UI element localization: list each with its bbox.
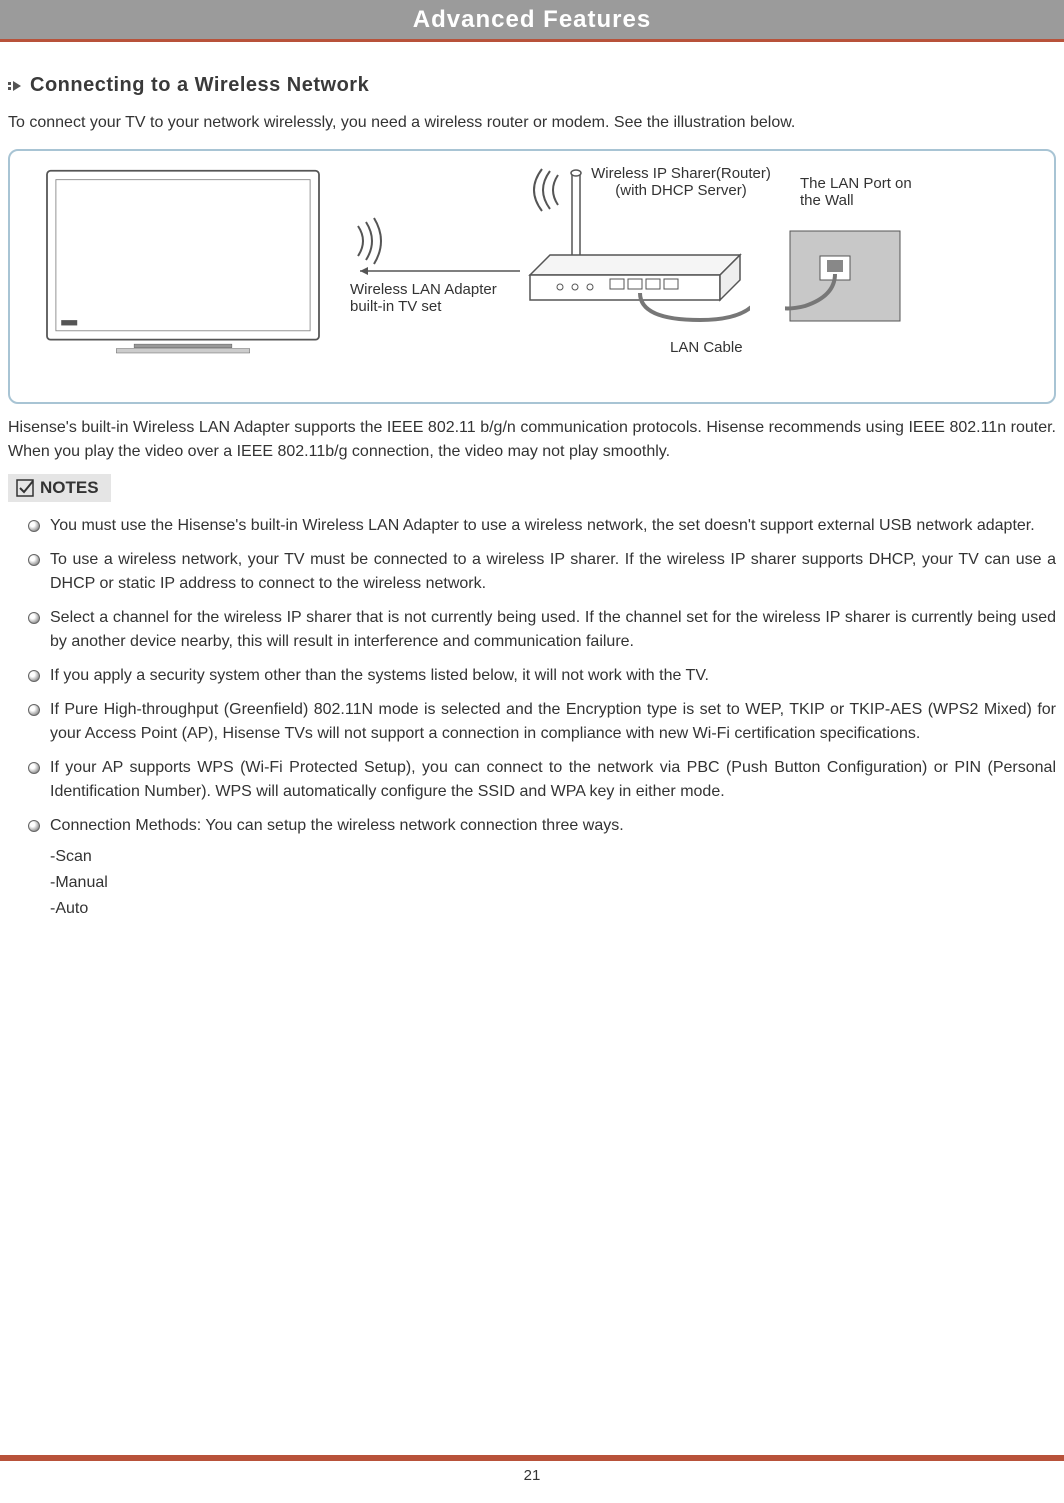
section-heading: Connecting to a Wireless Network xyxy=(30,74,369,97)
note-item: Connection Methods: You can setup the wi… xyxy=(28,814,1056,838)
router-label-line2: (with DHCP Server) xyxy=(615,182,746,199)
connection-arrow-icon xyxy=(350,261,530,281)
wall-port-label-text: The LAN Port on the Wall xyxy=(800,175,912,209)
notes-list: You must use the Hisense's built-in Wire… xyxy=(8,514,1056,838)
note-item: If your AP supports WPS (Wi-Fi Protected… xyxy=(28,756,1056,804)
note-item: If you apply a security system other tha… xyxy=(28,664,1056,688)
note-item: If Pure High-throughput (Greenfield) 802… xyxy=(28,698,1056,746)
network-diagram: Wireless LAN Adapter built-in TV set Wi xyxy=(8,149,1056,404)
protocol-paragraph: Hisense's built-in Wireless LAN Adapter … xyxy=(8,416,1056,464)
adapter-label: Wireless LAN Adapter built-in TV set xyxy=(350,281,520,315)
note-item: Select a channel for the wireless IP sha… xyxy=(28,606,1056,654)
method-item: -Scan xyxy=(8,848,1056,866)
section-arrow-icon xyxy=(8,79,22,93)
notes-badge: NOTES xyxy=(8,474,111,502)
footer-bar: 21 xyxy=(0,1455,1064,1485)
wifi-signal-icon xyxy=(350,216,390,266)
router-label: Wireless IP Sharer(Router) (with DHCP Se… xyxy=(576,165,786,199)
section-heading-row: Connecting to a Wireless Network xyxy=(8,74,1056,97)
header-bar: Advanced Features xyxy=(0,0,1064,42)
cable-label-text: LAN Cable xyxy=(670,339,743,356)
wall-port-icon xyxy=(785,226,905,336)
header-title: Advanced Features xyxy=(413,6,651,34)
adapter-label-text: Wireless LAN Adapter built-in TV set xyxy=(350,281,497,315)
tv-icon xyxy=(28,169,338,369)
notes-label: NOTES xyxy=(40,478,99,498)
cable-label: LAN Cable xyxy=(670,339,743,356)
intro-text: To connect your TV to your network wirel… xyxy=(8,111,1056,135)
page-content: Connecting to a Wireless Network To conn… xyxy=(0,42,1064,918)
note-item: To use a wireless network, your TV must … xyxy=(28,548,1056,596)
router-label-line1: Wireless IP Sharer(Router) xyxy=(591,165,771,182)
wall-port-label: The LAN Port on the Wall xyxy=(800,175,930,209)
method-item: -Manual xyxy=(8,874,1056,892)
method-item: -Auto xyxy=(8,900,1056,918)
checkbox-icon xyxy=(16,479,34,497)
page-number: 21 xyxy=(524,1467,541,1484)
note-item: You must use the Hisense's built-in Wire… xyxy=(28,514,1056,538)
